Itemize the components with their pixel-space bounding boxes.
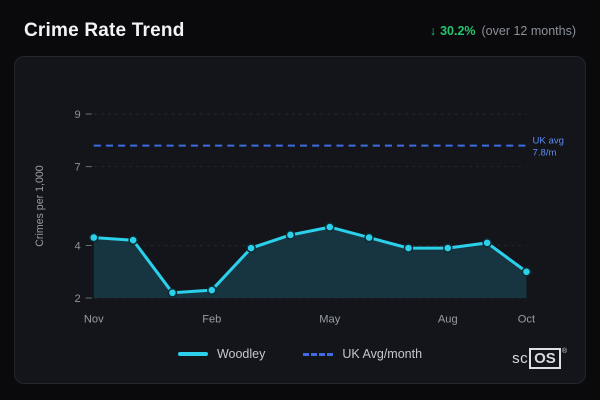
y-tick-label: 2 xyxy=(74,293,80,305)
stat-value: 30.2% xyxy=(440,24,476,38)
data-point-marker xyxy=(88,232,99,243)
trend-stat: ↓ 30.2% (over 12 months) xyxy=(430,24,576,38)
stat-note: (over 12 months) xyxy=(481,24,576,38)
chart-legend: Woodley UK Avg/month xyxy=(177,347,422,361)
trend-chart: 2 4 7 9 Crimes per 1,000 UK avg 7.8/m Nov Feb May… xyxy=(21,65,579,337)
trend-chart-svg: 2 4 7 9 Crimes per 1,000 UK avg 7.8/m Nov Feb May… xyxy=(34,109,564,325)
x-tick-label: Aug xyxy=(438,313,458,325)
x-tick-label: Nov xyxy=(84,313,104,325)
legend-label: UK Avg/month xyxy=(342,347,423,361)
data-point-marker xyxy=(521,266,532,277)
y-axis-title: Crimes per 1,000 xyxy=(34,165,46,246)
woodley-line xyxy=(92,225,528,295)
logo-box: OS xyxy=(529,348,561,369)
x-tick-label: Feb xyxy=(202,313,221,325)
chart-footer: Woodley UK Avg/month sc OS ® xyxy=(21,337,579,371)
y-tick-label: 7 xyxy=(74,162,80,174)
registered-mark: ® xyxy=(561,348,567,355)
legend-item-uk-avg: UK Avg/month xyxy=(303,347,422,361)
data-point-marker xyxy=(246,243,256,253)
logo-prefix: sc xyxy=(512,350,529,367)
data-point-marker xyxy=(206,285,217,295)
page-title: Crime Rate Trend xyxy=(24,20,185,41)
data-point-marker xyxy=(324,222,335,232)
y-tick-label: 9 xyxy=(74,109,80,121)
uk-avg-annotation: UK avg 7.8/m xyxy=(533,136,564,159)
legend-item-woodley: Woodley xyxy=(177,347,266,361)
chart-card: 2 4 7 9 Crimes per 1,000 UK avg 7.8/m Nov Feb May… xyxy=(14,56,586,384)
data-point-marker xyxy=(442,243,453,253)
data-point-marker xyxy=(403,243,414,253)
x-tick-label: Oct xyxy=(518,313,535,325)
woodley-line-swatch-icon xyxy=(177,352,208,356)
uk-avg-dashed-swatch-icon xyxy=(303,352,334,356)
scos-logo: sc OS ® xyxy=(512,348,567,369)
data-point-marker xyxy=(482,238,492,248)
trend-down-arrow-icon: ↓ xyxy=(429,24,437,38)
x-tick-label: May xyxy=(319,313,340,325)
y-tick-label: 4 xyxy=(74,241,80,253)
legend-label: Woodley xyxy=(216,347,266,361)
woodley-area-fill xyxy=(93,227,527,299)
data-point-marker xyxy=(364,232,374,243)
data-point-marker xyxy=(167,287,178,298)
data-point-marker xyxy=(285,230,296,240)
widget-header: Crime Rate Trend ↓ 30.2% (over 12 months) xyxy=(0,0,600,54)
data-point-marker xyxy=(128,235,138,246)
